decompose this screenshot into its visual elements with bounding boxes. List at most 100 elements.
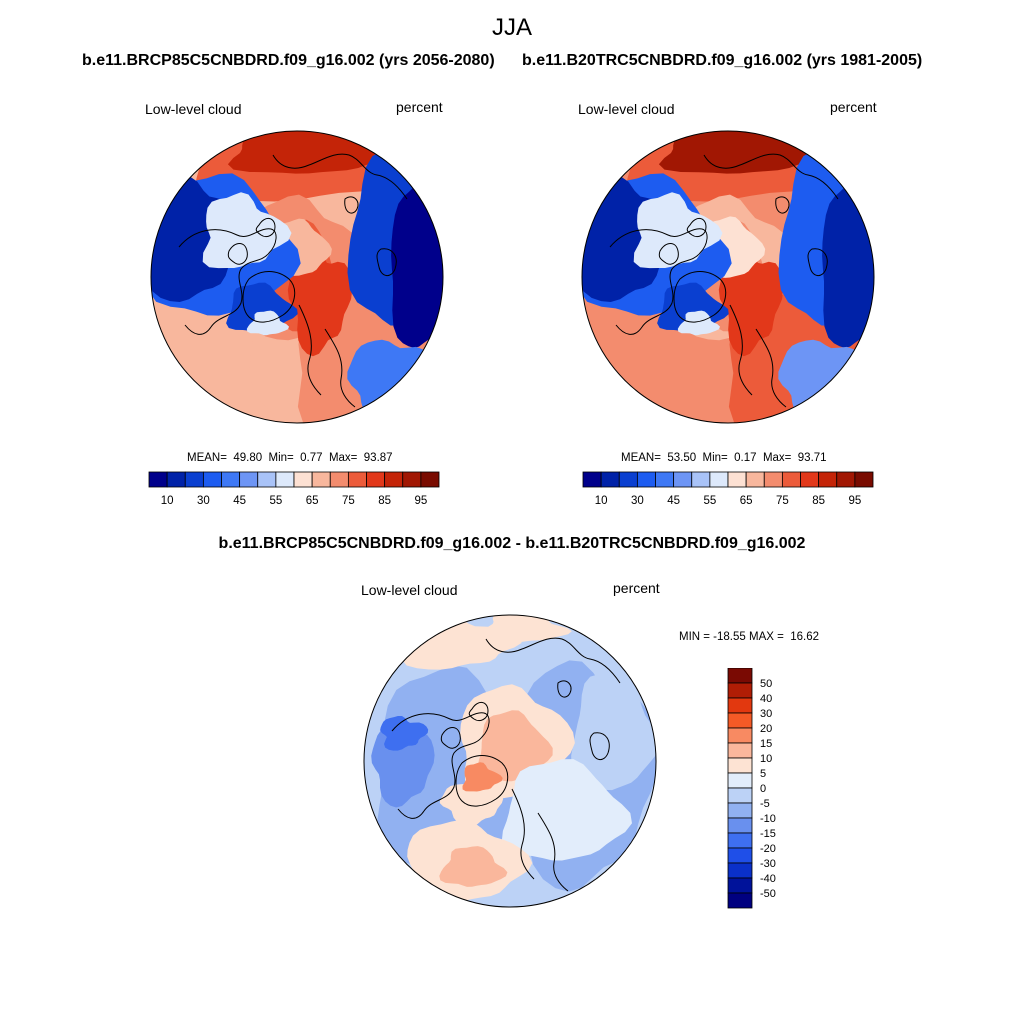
- colorbar-swatch: [745, 471, 765, 488]
- panel1-units-label: percent: [396, 99, 443, 115]
- colorbar-tick-label: 15: [760, 738, 772, 750]
- colorbar-tick-label: 40: [760, 693, 772, 705]
- coastline: [686, 218, 707, 238]
- colorbar-swatch: [727, 712, 753, 729]
- colorbar-swatch: [618, 471, 638, 488]
- colorbar-swatch: [402, 471, 422, 488]
- field-region: [391, 183, 443, 348]
- colorbar-tick-label: 30: [631, 495, 644, 507]
- panel2-mean-value: 53.50: [667, 452, 697, 464]
- map-field: [582, 131, 874, 423]
- panel2-colorbar: 10 30 45 55 65 75 85 95: [582, 471, 874, 507]
- colorbar-swatch: [763, 471, 783, 488]
- map-field: [151, 131, 443, 423]
- colorbar-tick-label: -30: [760, 858, 776, 870]
- colorbar-swatch: [239, 471, 259, 488]
- figure-title: JJA: [491, 14, 532, 41]
- panel2-variable-label: Low-level cloud: [578, 101, 675, 117]
- field-region: [202, 192, 292, 269]
- field-region: [226, 282, 298, 332]
- panel2-stats: MEAN= 53.50 Min= 0.17 Max= 93.71: [621, 452, 827, 464]
- map-border: [150, 130, 444, 424]
- coastline: [227, 243, 248, 265]
- field-region: [633, 192, 723, 269]
- panel1-case-title: b.e11.BRCP85C5CNBDRD.f09_g16.002 (yrs 20…: [82, 52, 495, 69]
- field-region: [657, 282, 729, 332]
- colorbar-swatch: [202, 471, 222, 488]
- panel1-variable-label: Low-level cloud: [145, 101, 242, 117]
- panel1-stats: MEAN= 49.80 Min= 0.77 Max= 93.87: [187, 452, 393, 464]
- diff-minmax-label: MIN = -18.55 MAX = 16.62: [679, 631, 819, 643]
- field-region: [380, 716, 429, 751]
- colorbar-swatch: [347, 471, 367, 488]
- colorbar-swatch: [727, 772, 753, 789]
- coastline: [255, 218, 276, 238]
- coastline: [807, 248, 828, 276]
- colorbar-swatch: [293, 471, 313, 488]
- colorbar-swatch: [329, 471, 349, 488]
- coastlines: [609, 153, 839, 408]
- colorbar-tick-label: -15: [760, 828, 776, 840]
- coastline: [242, 271, 296, 323]
- colorbar-swatch: [727, 892, 753, 909]
- colorbar-swatch: [655, 471, 675, 488]
- field-region: [501, 759, 632, 861]
- colorbar-swatch: [727, 668, 753, 684]
- field-region: [571, 668, 656, 791]
- panel1-mean-label: MEAN=: [187, 452, 227, 464]
- difference-title: b.e11.BRCP85C5CNBDRD.f09_g16.002 - b.e11…: [218, 535, 806, 552]
- coastline: [391, 712, 490, 819]
- colorbar-swatch: [727, 802, 753, 819]
- panel1-colorbar: 10 30 45 55 65 75 85 95: [148, 471, 440, 507]
- colorbar-swatch: [311, 471, 331, 488]
- panel1-max-label: Max=: [328, 452, 358, 464]
- coastline: [673, 271, 727, 323]
- coastline: [775, 196, 790, 214]
- panel1-min-label: Min=: [268, 452, 294, 464]
- coastline: [658, 243, 679, 265]
- colorbar-swatch: [727, 862, 753, 879]
- field-region: [227, 131, 406, 174]
- colorbar-swatch: [727, 877, 753, 894]
- colorbar-swatch: [221, 471, 241, 488]
- coastline: [485, 637, 621, 684]
- colorbar-swatch: [727, 682, 753, 699]
- colorbar-swatch: [727, 757, 753, 774]
- colorbar-tick-label: 55: [704, 495, 717, 507]
- field-region: [822, 183, 874, 348]
- colorbar-tick-label: -5: [760, 798, 770, 810]
- colorbar-tick-label: 65: [306, 495, 319, 507]
- colorbar-swatch: [727, 832, 753, 849]
- panel2-max-value: 93.71: [797, 452, 827, 464]
- colorbar-swatch: [420, 471, 440, 488]
- colorbar-swatch: [166, 471, 186, 488]
- panel2-max-label: Max=: [762, 452, 792, 464]
- field-region: [778, 339, 862, 423]
- colorbar-swatch: [854, 471, 874, 488]
- coastline: [729, 304, 787, 408]
- coastline: [376, 248, 397, 276]
- panel1-max-value: 93.87: [363, 452, 393, 464]
- panel1-min-value: 0.77: [300, 452, 323, 464]
- coastline: [440, 727, 461, 749]
- colorbar-swatch: [582, 471, 602, 488]
- colorbar-tick-label: 5: [760, 768, 766, 780]
- colorbar-swatch: [727, 727, 753, 744]
- colorbar-swatch: [709, 471, 729, 488]
- colorbar-tick-label: 95: [849, 495, 862, 507]
- colorbar-tick-label: -50: [760, 888, 776, 900]
- colorbar-tick-label: -20: [760, 843, 776, 855]
- coastline: [455, 755, 509, 807]
- field-region: [477, 710, 553, 782]
- field-region: [462, 762, 503, 792]
- colorbar-swatch: [600, 471, 620, 488]
- colorbar-tick-label: 10: [595, 495, 608, 507]
- colorbar-swatch: [257, 471, 277, 488]
- coastlines: [178, 153, 408, 408]
- panel2-min-value: 0.17: [734, 452, 757, 464]
- colorbar-swatch: [148, 471, 168, 488]
- coastline: [344, 196, 359, 214]
- coastline: [298, 304, 356, 408]
- colorbar-tick-label: 50: [760, 678, 772, 690]
